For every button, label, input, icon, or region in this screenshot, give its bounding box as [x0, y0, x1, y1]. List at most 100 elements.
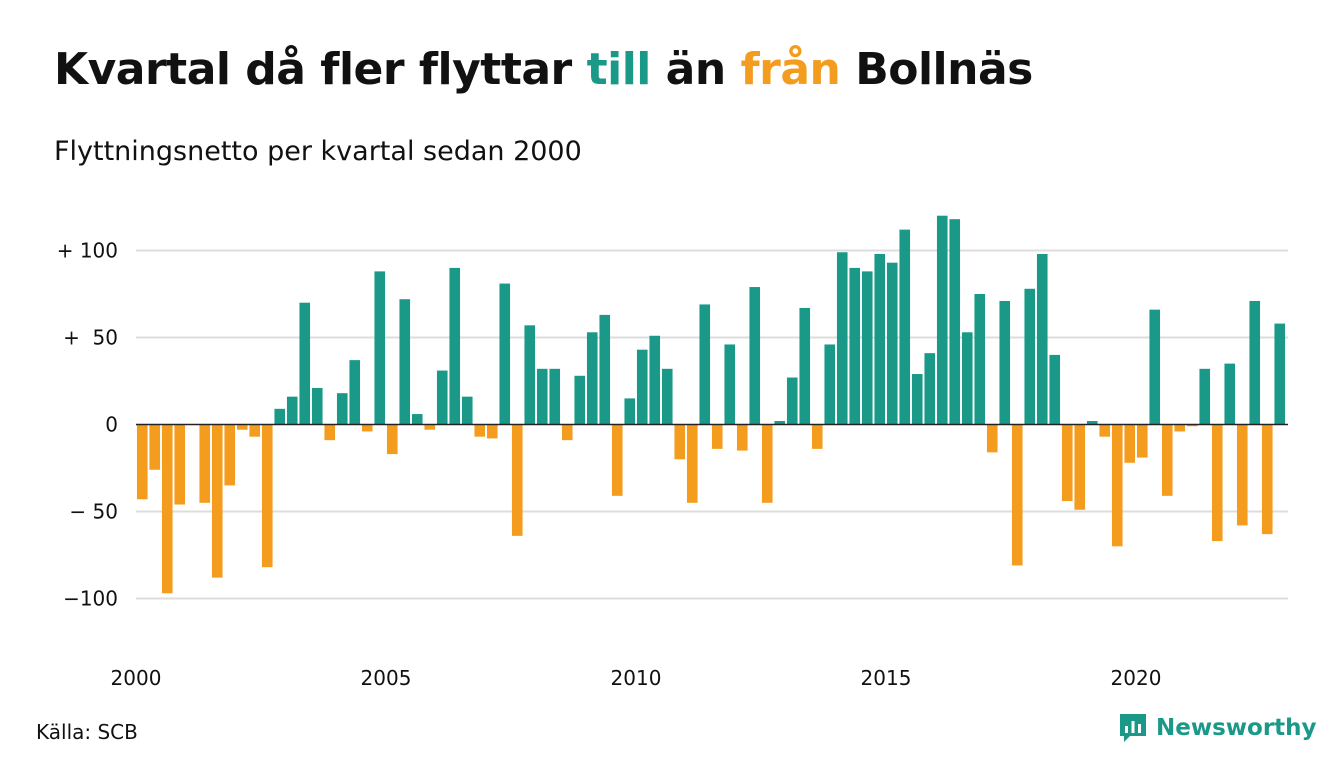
bar [686, 424, 698, 503]
y-tick-label: + 100 [57, 239, 118, 263]
bar [1124, 424, 1136, 463]
bar [1224, 363, 1236, 425]
bar [1249, 300, 1261, 425]
title-part-3: Bollnäs [840, 44, 1033, 95]
bar [349, 360, 361, 425]
bar [799, 307, 811, 425]
bar [986, 424, 998, 453]
bar [899, 229, 911, 425]
bar [849, 267, 861, 425]
bar [149, 424, 161, 470]
bar [1274, 323, 1286, 425]
logo-text: Newsworthy [1156, 715, 1317, 741]
bar [1236, 424, 1248, 526]
bar [1049, 354, 1061, 425]
bar [311, 387, 323, 425]
bar [624, 398, 636, 425]
bar [599, 314, 611, 425]
bar [499, 283, 511, 425]
bar [211, 424, 223, 578]
bar [636, 349, 648, 425]
bar [811, 424, 823, 449]
bar [924, 353, 936, 425]
bar [1174, 424, 1186, 432]
bar [274, 408, 286, 425]
bar [699, 304, 711, 425]
bar [399, 299, 411, 425]
bar [199, 424, 211, 503]
bar [1186, 424, 1198, 427]
source-label: Källa: SCB [36, 720, 138, 744]
title-part-2: än [650, 44, 741, 95]
title-negative-word: från [740, 44, 841, 95]
bar [1086, 421, 1098, 425]
bar [224, 424, 236, 486]
x-tick-label: 2010 [611, 666, 662, 690]
bar [324, 424, 336, 441]
bar [586, 332, 598, 425]
bar [736, 424, 748, 451]
bar [536, 368, 548, 425]
bar [961, 332, 973, 425]
bar [674, 424, 686, 460]
bar [549, 368, 561, 425]
x-tick-label: 2005 [361, 666, 412, 690]
bar [561, 424, 573, 441]
bar [749, 287, 761, 425]
bar [949, 219, 961, 425]
bar [574, 375, 586, 425]
newsworthy-logo: Newsworthy [1118, 712, 1317, 744]
bar [1199, 368, 1211, 425]
y-tick-label: 0 [105, 413, 118, 437]
bar [299, 302, 311, 425]
title-positive-word: till [586, 44, 652, 95]
bar [361, 424, 373, 432]
bar [761, 424, 773, 503]
bar [786, 377, 798, 425]
bar [886, 262, 898, 425]
y-tick-label: − 50 [69, 500, 118, 524]
bar [874, 253, 886, 425]
y-tick-label: + 50 [63, 326, 118, 350]
bar [1136, 424, 1148, 458]
bar [1036, 253, 1048, 425]
bar [261, 424, 273, 568]
bar [611, 424, 623, 496]
bar [1161, 424, 1173, 496]
bar-chart-speech-bubble-icon [1120, 714, 1146, 742]
chart-title: Kvartal då fler flyttar till än från Bol… [54, 44, 1033, 95]
bar [486, 424, 498, 439]
bar [1211, 424, 1223, 542]
bar [836, 252, 848, 425]
x-tick-label: 2015 [861, 666, 912, 690]
bar [249, 424, 261, 437]
bar [774, 421, 786, 425]
bar [824, 344, 836, 425]
bar [649, 335, 661, 425]
bar [1111, 424, 1123, 547]
bar [449, 267, 461, 425]
bar [711, 424, 723, 449]
x-tick-label: 2000 [111, 666, 162, 690]
bar [1061, 424, 1073, 502]
bar [174, 424, 186, 505]
bar [524, 325, 536, 425]
bar [336, 393, 348, 425]
bar [1261, 424, 1273, 535]
bar [974, 294, 986, 425]
bar [911, 374, 923, 425]
bar [411, 414, 423, 425]
bar [286, 396, 298, 425]
bar [1011, 424, 1023, 566]
bar [436, 370, 448, 425]
title-part-1: Kvartal då fler flyttar [54, 44, 587, 95]
bar [236, 424, 248, 430]
bar [511, 424, 523, 536]
bar [1074, 424, 1086, 510]
bar [1024, 288, 1036, 425]
bar [461, 396, 473, 425]
bar [661, 368, 673, 425]
bar [1149, 309, 1161, 425]
bar [474, 424, 486, 437]
